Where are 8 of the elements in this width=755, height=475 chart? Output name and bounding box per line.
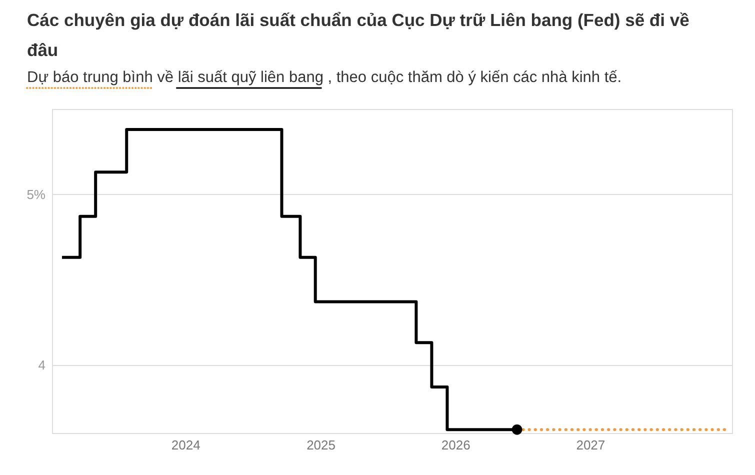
x-tick-label: 2026 xyxy=(441,438,470,452)
x-tick-label: 2025 xyxy=(306,438,336,452)
chart-title: Các chuyên gia dự đoán lãi suất chuẩn của Cục Dự trữ Liên bang (Fed) sẽ đi về đâu xyxy=(27,10,690,60)
y-tick-label: 5% xyxy=(26,186,46,202)
x-tick-label: 2024 xyxy=(171,438,200,452)
chart-subtitle: Dự báo trung bình về lãi suất quỹ liên bang , theo cuộc thăm dò ý kiến các nhà kinh tế. xyxy=(27,69,622,86)
x-tick-label: 2027 xyxy=(576,438,606,452)
y-tick-label: 4 xyxy=(38,357,46,372)
